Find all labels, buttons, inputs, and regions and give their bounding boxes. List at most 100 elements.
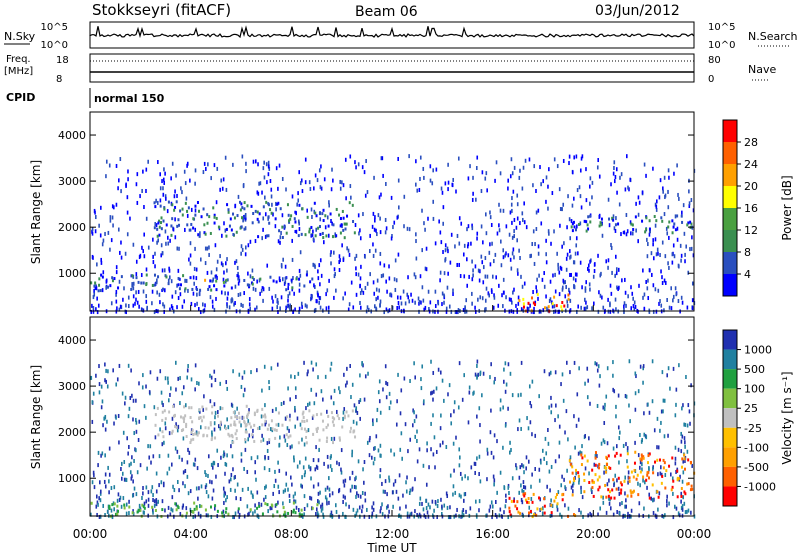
- scatter-cell: [167, 398, 170, 403]
- scatter-cell: [639, 483, 641, 488]
- freq-unit: [MHz]: [4, 66, 33, 77]
- scatter-cell: [597, 364, 600, 369]
- scatter-cell: [196, 301, 198, 306]
- scatter-cell: [164, 229, 167, 234]
- scatter-cell: [301, 189, 304, 194]
- scatter-cell: [393, 277, 396, 282]
- scatter-cell: [213, 506, 216, 511]
- scatter-cell: [675, 506, 678, 511]
- nsearch-tick-top: 10^5: [708, 22, 735, 33]
- scatter-cell: [395, 489, 398, 494]
- feature-cell: [219, 423, 222, 427]
- scatter-cell: [612, 214, 615, 219]
- feature-cell: [211, 405, 214, 409]
- scatter-cell: [222, 277, 225, 282]
- feature-cell: [327, 423, 330, 427]
- scatter-cell: [104, 513, 106, 518]
- scatter-cell: [395, 278, 398, 283]
- scatter-cell: [432, 413, 434, 418]
- scatter-cell: [254, 239, 257, 244]
- feature-cell: [508, 496, 511, 500]
- scatter-cell: [235, 496, 237, 501]
- scatter-cell: [241, 487, 244, 492]
- scatter-cell: [340, 448, 343, 453]
- feature-cell: [335, 234, 338, 238]
- feature-cell: [689, 488, 692, 492]
- scatter-cell: [190, 207, 193, 212]
- feature-cell: [241, 206, 244, 210]
- scatter-cell: [208, 252, 210, 257]
- scatter-cell: [657, 251, 659, 256]
- feature-cell: [305, 429, 308, 433]
- scatter-cell: [527, 459, 530, 464]
- scatter-cell: [241, 247, 244, 252]
- scatter-cell: [453, 468, 455, 473]
- scatter-cell: [479, 479, 482, 484]
- scatter-cell: [319, 305, 322, 310]
- scatter-cell: [139, 506, 141, 511]
- scatter-cell: [269, 506, 272, 511]
- scatter-cell: [226, 386, 229, 391]
- scatter-cell: [274, 469, 276, 474]
- feature-cell: [243, 201, 246, 205]
- scatter-cell: [504, 389, 507, 394]
- scatter-cell: [219, 426, 222, 431]
- scatter-cell: [516, 216, 519, 221]
- feature-cell: [581, 456, 584, 460]
- scatter-cell: [227, 425, 230, 430]
- scatter-cell: [404, 422, 407, 427]
- scatter-cell: [652, 238, 654, 243]
- feature-cell: [226, 203, 229, 207]
- scatter-cell: [301, 304, 303, 309]
- scatter-cell: [467, 420, 470, 425]
- scatter-cell: [379, 410, 382, 415]
- scatter-cell: [682, 495, 684, 500]
- scatter-cell: [138, 304, 140, 309]
- feature-cell: [648, 452, 651, 456]
- scatter-cell: [426, 510, 429, 515]
- scatter-cell: [256, 279, 258, 284]
- feature-cell: [183, 405, 186, 409]
- scatter-cell: [309, 297, 312, 302]
- feature-cell: [574, 468, 577, 472]
- scatter-cell: [297, 371, 300, 376]
- scatter-cell: [648, 492, 651, 497]
- scatter-cell: [135, 492, 138, 497]
- feature-cell: [592, 480, 595, 484]
- feature-cell: [174, 205, 177, 209]
- scatter-cell: [222, 486, 225, 491]
- feature-cell: [281, 225, 284, 229]
- scatter-cell: [690, 246, 693, 251]
- scatter-cell: [338, 260, 341, 265]
- scatter-cell: [339, 179, 341, 184]
- scatter-cell: [306, 270, 308, 275]
- feature-cell: [232, 440, 235, 444]
- feature-cell: [671, 231, 674, 235]
- scatter-cell: [427, 502, 430, 507]
- scatter-cell: [648, 410, 651, 415]
- scatter-cell: [678, 513, 681, 518]
- scatter-cell: [391, 305, 394, 310]
- scatter-cell: [282, 489, 285, 494]
- feature-cell: [672, 225, 675, 229]
- feature-cell: [681, 220, 684, 224]
- scatter-cell: [307, 402, 309, 407]
- feature-cell: [648, 496, 651, 500]
- scatter-cell: [524, 485, 527, 490]
- scatter-cell: [575, 423, 578, 428]
- scatter-cell: [252, 494, 254, 499]
- scatter-cell: [600, 441, 603, 446]
- scatter-cell: [615, 307, 617, 312]
- scatter-cell: [545, 252, 547, 257]
- scatter-cell: [333, 388, 336, 393]
- feature-cell: [190, 438, 193, 442]
- scatter-cell: [277, 310, 279, 315]
- scatter-cell: [494, 376, 496, 381]
- scatter-cell: [623, 301, 626, 306]
- scatter-cell: [364, 374, 367, 379]
- feature-cell: [221, 511, 224, 515]
- scatter-cell: [310, 387, 313, 392]
- scatter-cell: [564, 485, 566, 490]
- feature-cell: [210, 438, 213, 442]
- feature-cell: [192, 510, 195, 514]
